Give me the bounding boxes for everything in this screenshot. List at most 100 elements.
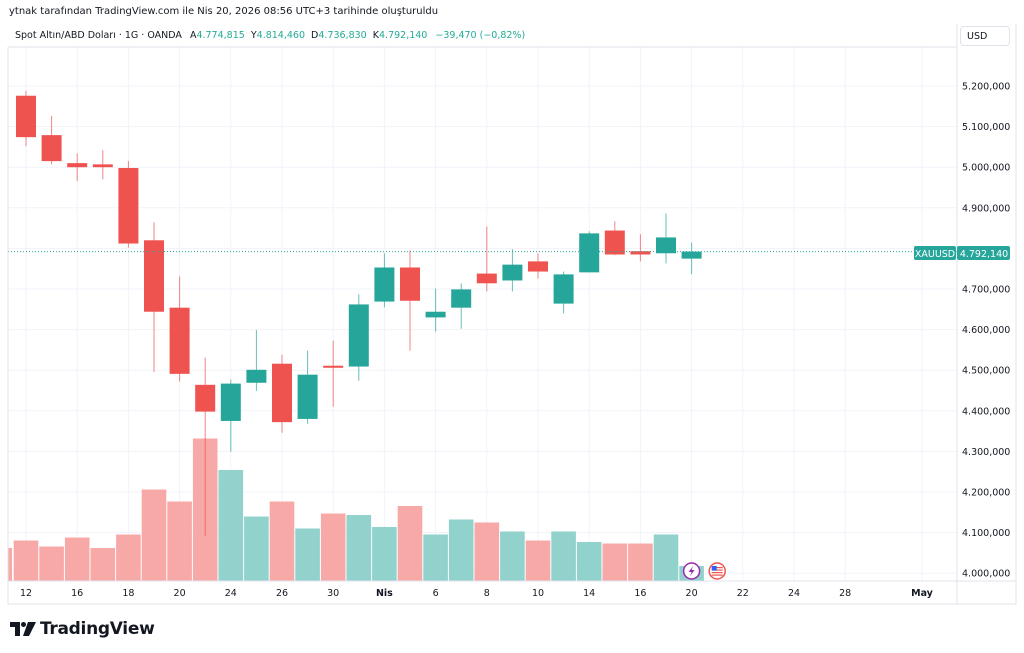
candle <box>348 294 369 381</box>
volume-bar <box>167 501 192 581</box>
y-tick-label: 4.900,000 <box>962 203 1010 214</box>
candles <box>16 90 702 537</box>
candle-body <box>604 230 625 255</box>
candle-body <box>169 307 190 374</box>
y-tick-label: 5.000,000 <box>962 163 1010 174</box>
close-value: 4.792,140 <box>379 30 428 41</box>
y-tick-label: 4.300,000 <box>962 447 1010 458</box>
candle <box>630 234 651 262</box>
candle <box>67 153 88 182</box>
x-tick-label: 24 <box>225 588 237 599</box>
candle-body <box>630 251 651 255</box>
candle-body <box>553 274 574 304</box>
high-label: Y <box>250 30 257 41</box>
y-tick-label: 4.000,000 <box>962 569 1010 580</box>
candle <box>579 231 600 273</box>
volume-bar <box>244 516 269 581</box>
candle-body <box>451 289 472 308</box>
y-tick-label: 5.200,000 <box>962 82 1010 93</box>
volume-bar <box>141 489 167 581</box>
candle-body <box>323 365 344 368</box>
x-tick-label: 28 <box>839 588 851 599</box>
price-chart[interactable]: 5.200,000 5.100,000 5.000,000 4.900,000 4.70… <box>0 0 1024 608</box>
candle <box>169 276 190 382</box>
y-tick-label: 4.600,000 <box>962 325 1010 336</box>
volume-bar <box>474 522 500 581</box>
candle <box>553 271 574 314</box>
y-tick-label: 4.200,000 <box>962 488 1010 499</box>
volume-bar <box>551 531 576 581</box>
y-tick-label: 4.700,000 <box>962 285 1010 296</box>
candle-body <box>92 164 113 168</box>
candle <box>92 150 113 180</box>
candle <box>144 222 164 372</box>
volume-bar <box>116 534 141 581</box>
volume-bar <box>320 513 346 581</box>
candle <box>16 90 36 147</box>
volume-bar <box>397 506 423 581</box>
y-tick-label: 4.400,000 <box>962 406 1010 417</box>
candle-body <box>425 311 446 318</box>
volume-bar <box>295 528 320 581</box>
volume-bar <box>90 548 116 581</box>
volume-bar <box>423 534 448 581</box>
x-tick-label: 22 <box>737 588 749 599</box>
volume-bars <box>8 438 704 581</box>
candle-body <box>144 240 164 312</box>
volume-bar <box>448 519 474 581</box>
candle <box>502 249 523 292</box>
high-value: 4.814,460 <box>256 30 306 41</box>
candle <box>374 253 395 308</box>
candle <box>246 330 267 391</box>
tradingview-logo-icon <box>10 622 36 636</box>
x-tick-label: 20 <box>686 588 698 599</box>
volume-bar <box>64 537 90 581</box>
volume-bar <box>269 501 295 581</box>
low-value: 4.736,830 <box>318 30 367 41</box>
flag-stripe <box>711 572 723 574</box>
y-tick-label: 4.500,000 <box>962 366 1010 377</box>
candle-body <box>195 384 216 412</box>
events <box>682 562 726 580</box>
candle <box>297 350 318 424</box>
candle <box>681 242 702 275</box>
chart-legend: Spot Altın/ABD Doları · 1G · OANDA A4.77… <box>15 30 525 41</box>
price-tag-text: 4.792,140 <box>960 249 1008 260</box>
us-economic-event-icon[interactable] <box>708 562 726 580</box>
x-tick-label: 6 <box>433 588 439 599</box>
x-tick-label: Nis <box>376 588 393 599</box>
candle-body <box>41 135 62 162</box>
x-tick-label: 8 <box>484 588 490 599</box>
open-label: A <box>189 30 197 41</box>
lightning-event-icon[interactable] <box>682 562 701 580</box>
volume-bar <box>346 515 372 581</box>
y-axis-ticks: 5.200,000 5.100,000 5.000,000 4.900,000 4.70… <box>962 82 1010 580</box>
candle-body <box>297 374 318 419</box>
event-circle <box>708 562 726 580</box>
chart-caption: ytnak tarafından TradingView.com ile Nis… <box>9 6 439 17</box>
volume-bar <box>8 548 12 581</box>
candle <box>604 221 625 256</box>
candle <box>451 283 472 329</box>
low-label: D <box>311 30 319 41</box>
lightning-icon <box>688 566 695 576</box>
candle-body <box>579 233 600 273</box>
close-label: K <box>372 30 379 41</box>
candle <box>195 357 216 537</box>
flag-canton <box>711 566 717 571</box>
candle <box>220 379 241 452</box>
volume-bar <box>218 470 244 581</box>
x-tick-label: 30 <box>327 588 339 599</box>
symbol-tag-text: XAUUSD <box>915 249 955 260</box>
candle-body <box>272 363 292 423</box>
volume-bar <box>602 543 628 581</box>
currency-button[interactable]: USD <box>960 26 1010 46</box>
tradingview-logo[interactable]: TradingView <box>10 619 155 639</box>
candle <box>656 213 676 264</box>
candle-body <box>502 264 523 281</box>
x-tick-label: 16 <box>634 588 646 599</box>
x-tick-label: 24 <box>788 588 800 599</box>
x-tick-label: 16 <box>71 588 83 599</box>
symbol-description: Spot Altın/ABD Doları · 1G · OANDA <box>15 30 182 41</box>
candle <box>476 226 497 292</box>
